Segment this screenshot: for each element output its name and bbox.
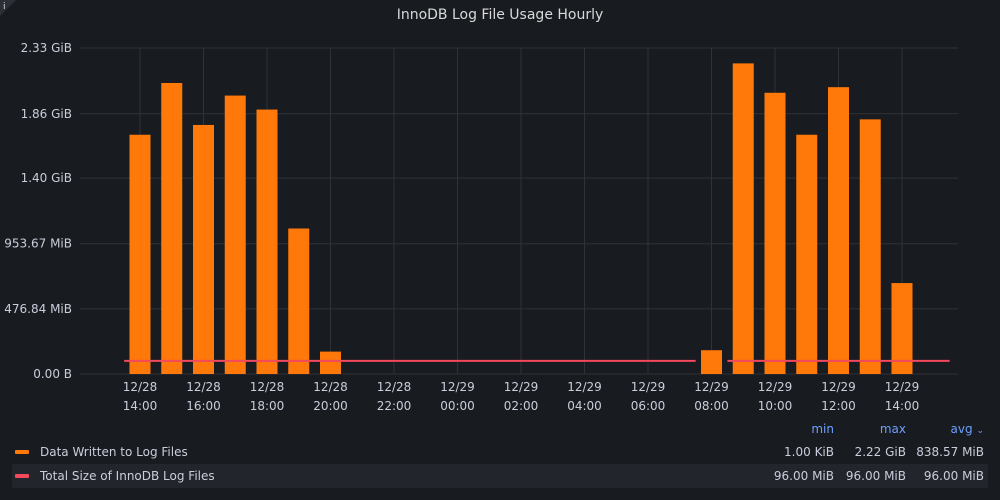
legend-header-max[interactable]: max [879,422,906,436]
legend-avg: 838.57 MiB [916,445,984,459]
bar[interactable] [320,351,341,374]
chevron-down-icon: ⌄ [976,426,984,436]
legend-header-avg[interactable]: avg ⌄ [906,422,988,436]
x-tick-time: 10:00 [758,399,793,413]
x-tick-date: 12/29 [567,380,602,394]
legend-series-name: Total Size of InnoDB Log Files [40,469,215,483]
legend-swatch-data-written [15,450,29,454]
x-tick-time: 00:00 [440,399,475,413]
x-tick-date: 12/28 [313,380,348,394]
x-tick-date: 12/28 [250,380,285,394]
x-tick-date: 12/29 [885,380,920,394]
bar[interactable] [161,82,183,374]
x-tick-time: 22:00 [377,399,412,413]
legend-max: 96.00 MiB [845,469,906,483]
x-tick-date: 12/29 [440,380,475,394]
bar[interactable] [288,228,310,374]
x-tick-time: 14:00 [885,399,920,413]
x-tick-time: 02:00 [504,399,539,413]
legend-header: min max avg ⌄ [12,418,988,440]
bar[interactable] [796,134,818,374]
x-tick-time: 12:00 [821,399,856,413]
x-tick-time: 16:00 [186,399,221,413]
legend-header-avg-label: avg [950,422,973,436]
x-tick-time: 04:00 [567,399,602,413]
x-tick-date: 12/29 [631,380,666,394]
x-tick-time: 14:00 [123,399,158,413]
bar[interactable] [732,63,754,374]
legend: min max avg ⌄ Data Written to Log Files … [12,418,988,488]
legend-header-min[interactable]: min [811,422,834,436]
legend-max: 2.22 GiB [854,445,906,459]
bar[interactable] [129,134,151,374]
y-tick-label: 1.40 GiB [21,171,72,185]
bar[interactable] [828,87,849,374]
bar[interactable] [859,119,881,374]
x-tick-date: 12/28 [377,380,412,394]
bar[interactable] [891,283,913,374]
y-tick-label: 476.84 MiB [4,302,72,316]
chart: 2.33 GiB 1.86 GiB 1.40 GiB 953.67 MiB 476.84… [4,41,958,413]
legend-row-data-written[interactable]: Data Written to Log Files 1.00 KiB 2.22 … [12,440,988,464]
y-tick-label: 2.33 GiB [21,41,72,55]
legend-avg: 96.00 MiB [923,469,984,483]
x-tick-date: 12/28 [123,380,158,394]
x-tick-time: 18:00 [250,399,285,413]
bar[interactable] [224,95,246,375]
legend-swatch-total-size [15,474,29,478]
bar[interactable] [193,124,214,374]
y-tick-label: 953.67 MiB [4,237,72,251]
bar[interactable] [256,109,278,375]
x-tick-date: 12/29 [504,380,539,394]
y-tick-label: 0.00 B [33,367,72,381]
y-tick-label: 1.86 GiB [21,107,72,121]
panel-title: InnoDB Log File Usage Hourly [396,7,604,23]
x-tick-time: 20:00 [313,399,348,413]
legend-min: 96.00 MiB [773,469,834,483]
x-tick-time: 08:00 [694,399,729,413]
x-tick-date: 12/28 [186,380,221,394]
x-tick-time: 06:00 [631,399,666,413]
legend-series-name: Data Written to Log Files [40,445,188,459]
legend-row-total-size[interactable]: Total Size of InnoDB Log Files 96.00 MiB… [12,464,988,488]
bar[interactable] [701,350,722,374]
x-tick-date: 12/29 [694,380,729,394]
bar[interactable] [764,92,786,375]
x-tick-date: 12/29 [821,380,856,394]
legend-min: 1.00 KiB [784,445,834,459]
x-tick-date: 12/29 [758,380,793,394]
